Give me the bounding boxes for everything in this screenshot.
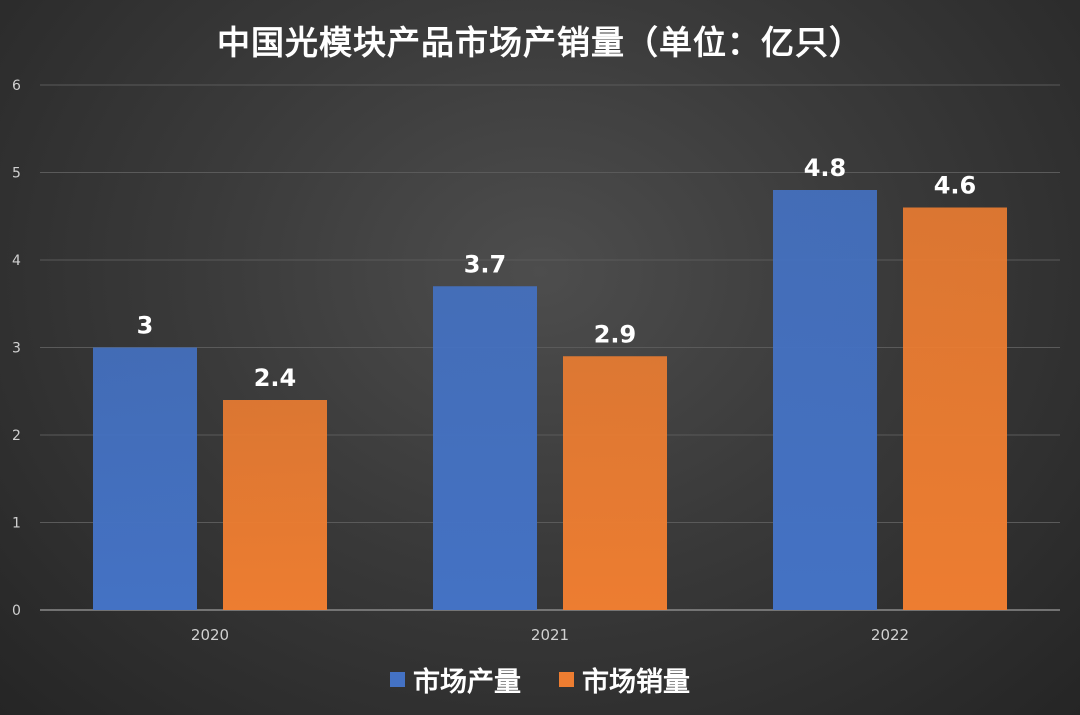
bar-2020-production bbox=[93, 347, 197, 610]
x-tick-label: 2020 bbox=[191, 626, 229, 644]
data-label: 2.4 bbox=[254, 364, 297, 392]
legend-label-production: 市场产量 bbox=[413, 667, 521, 698]
x-tick-label: 2022 bbox=[871, 626, 909, 644]
legend-label-sales: 市场销量 bbox=[582, 667, 690, 698]
y-tick-label: 6 bbox=[12, 78, 21, 94]
y-tick-label: 5 bbox=[12, 166, 21, 182]
legend-item-sales: 市场销量 bbox=[559, 660, 690, 699]
bar-2021-production bbox=[433, 286, 537, 610]
data-label: 2.9 bbox=[594, 320, 637, 348]
chart-title: 中国光模块产品市场产销量（单位：亿只） bbox=[217, 23, 863, 62]
y-tick-label: 2 bbox=[12, 428, 21, 444]
bar-2022-production bbox=[773, 190, 877, 610]
data-label: 3.7 bbox=[464, 250, 507, 278]
chart-legend: 市场产量 市场销量 bbox=[0, 660, 1080, 699]
data-label: 4.8 bbox=[804, 154, 847, 182]
x-tick-label: 2021 bbox=[531, 626, 569, 644]
y-tick-label: 3 bbox=[12, 341, 21, 357]
data-label: 4.6 bbox=[934, 172, 977, 200]
y-tick-label: 1 bbox=[12, 516, 21, 532]
bar-2020-sales bbox=[223, 400, 327, 610]
bar-2021-sales bbox=[563, 356, 667, 610]
data-label: 3 bbox=[137, 312, 154, 340]
y-tick-label: 4 bbox=[12, 253, 21, 269]
legend-item-production: 市场产量 bbox=[390, 660, 521, 699]
y-tick-label: 0 bbox=[12, 603, 21, 619]
legend-swatch-sales bbox=[559, 672, 574, 687]
bar-2022-sales bbox=[903, 207, 1007, 610]
legend-swatch-production bbox=[390, 672, 405, 687]
